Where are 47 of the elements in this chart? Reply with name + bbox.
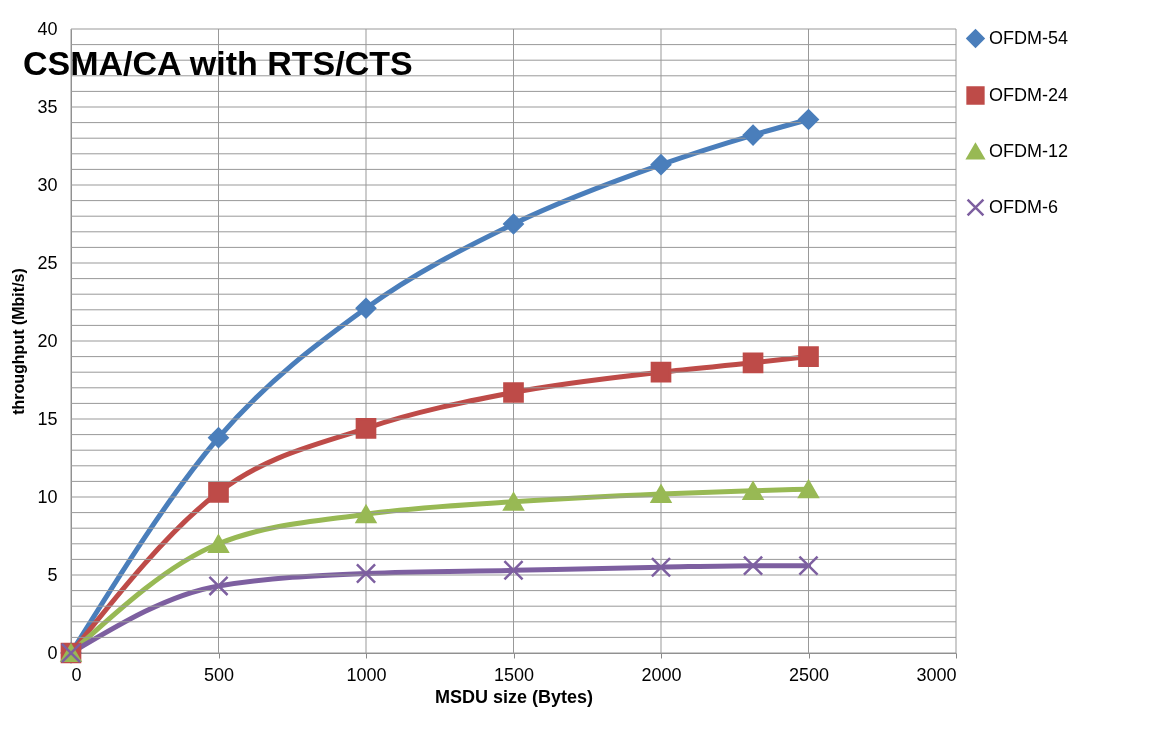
y-tick-label: 25 (37, 252, 58, 273)
point (503, 213, 524, 235)
legend-label: OFDM-24 (989, 84, 1069, 105)
y-tick-label: 0 (47, 642, 58, 663)
point (503, 382, 524, 403)
y-tick-label: 30 (37, 174, 58, 195)
legend-label: OFDM-54 (989, 27, 1069, 48)
y-tick-label: 15 (37, 408, 58, 429)
point (650, 361, 672, 383)
y-axis-title: throughput (Mbit/s) (10, 268, 28, 415)
x-tick-label: 1000 (346, 664, 387, 685)
point (355, 418, 377, 439)
point (355, 297, 377, 319)
y-tick-label: 40 (37, 18, 58, 39)
point (503, 492, 524, 511)
point (742, 481, 764, 500)
point (208, 427, 229, 449)
point (355, 505, 377, 524)
point (798, 109, 819, 130)
y-tick-label: 5 (47, 564, 58, 585)
x-tick-label: 0 (71, 664, 82, 685)
y-tick-label: 35 (37, 96, 58, 117)
point (650, 154, 672, 176)
x-tick-label: 1500 (493, 664, 535, 685)
point (798, 480, 819, 499)
x-tick-label: 2500 (788, 664, 830, 685)
point (208, 575, 229, 597)
x-tick-label: 3000 (916, 664, 957, 685)
point (650, 484, 672, 503)
y-tick-label: 20 (37, 330, 58, 351)
point (503, 559, 524, 581)
point (208, 534, 229, 553)
x-axis-title: MSDU size (Bytes) (434, 686, 594, 707)
point (355, 563, 377, 584)
point (650, 556, 672, 578)
x-tick-label: 500 (203, 664, 235, 685)
point (742, 352, 764, 374)
point (798, 555, 819, 576)
chart-title: CSMA/CA with RTS/CTS (22, 44, 413, 82)
point (208, 481, 229, 503)
point (742, 555, 764, 576)
x-tick-label: 2000 (641, 664, 682, 685)
legend-label: OFDM-12 (989, 140, 1069, 161)
point (742, 124, 764, 146)
point (798, 346, 819, 367)
legend-label: OFDM-6 (989, 196, 1058, 217)
y-tick-label: 10 (37, 486, 58, 507)
